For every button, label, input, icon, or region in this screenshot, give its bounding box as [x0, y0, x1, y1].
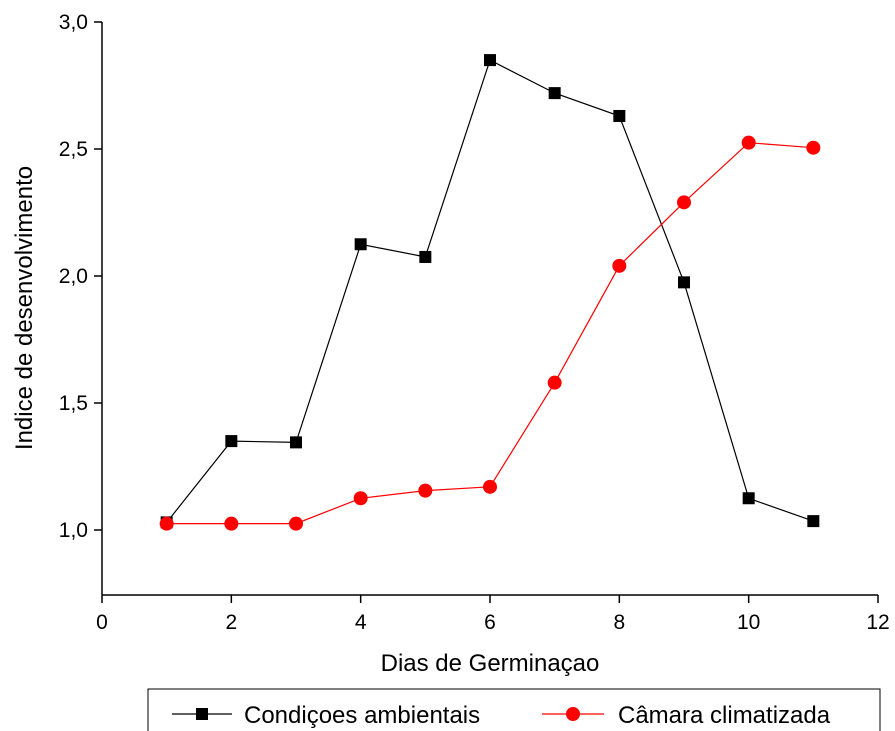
data-point-circle [224, 516, 239, 531]
y-tick-label: 2,0 [59, 265, 88, 288]
data-point-circle [547, 375, 562, 390]
x-tick-label: 12 [866, 611, 889, 634]
data-point-square [354, 238, 367, 251]
legend-marker-camara [566, 707, 580, 721]
data-point-square [548, 87, 561, 100]
legend-marker-condicoes [196, 708, 208, 720]
y-tick-label: 1,5 [59, 392, 88, 415]
data-point-square [225, 435, 238, 448]
x-tick-label: 6 [484, 611, 496, 634]
data-point-square [807, 515, 820, 528]
x-ticks: 0 2 4 6 8 10 12 [96, 595, 890, 634]
legend-label-condicoes: Condiçoes ambientais [244, 702, 480, 729]
series-line-1 [166, 142, 814, 525]
data-point-square [613, 109, 626, 122]
x-tick-label: 4 [355, 611, 367, 634]
data-point-circle [612, 258, 627, 273]
data-point-circle [159, 516, 174, 531]
data-point-circle [741, 135, 756, 150]
y-ticks: 1,0 1,5 2,0 2,5 3,0 [59, 11, 102, 542]
data-point-square [484, 54, 496, 67]
data-point-square [742, 492, 755, 505]
data-point-square [419, 250, 432, 263]
x-tick-label: 0 [96, 611, 108, 634]
data-point-circle [353, 491, 368, 506]
y-axis-title: Indice de desenvolvimento [11, 166, 38, 450]
x-tick-label: 10 [737, 611, 760, 634]
series-line-0 [166, 59, 814, 523]
y-tick-label: 3,0 [59, 11, 88, 34]
legend-label-camara: Câmara climatizada [618, 702, 831, 729]
data-point-circle [677, 195, 691, 210]
series-layer [159, 54, 821, 531]
data-point-circle [483, 479, 497, 494]
data-point-circle [806, 140, 821, 155]
x-tick-label: 2 [225, 611, 237, 634]
legend: Condiçoes ambientais Câmara climatizada [147, 688, 881, 731]
data-point-square [678, 276, 690, 289]
data-point-square [290, 436, 302, 449]
data-point-circle [418, 483, 433, 498]
legend-box [147, 688, 881, 731]
x-tick-label: 8 [613, 611, 625, 634]
y-tick-label: 2,5 [59, 138, 88, 161]
x-axis-title: Dias de Germinaçao [381, 650, 600, 677]
data-point-circle [289, 516, 303, 531]
y-tick-label: 1,0 [59, 519, 88, 542]
